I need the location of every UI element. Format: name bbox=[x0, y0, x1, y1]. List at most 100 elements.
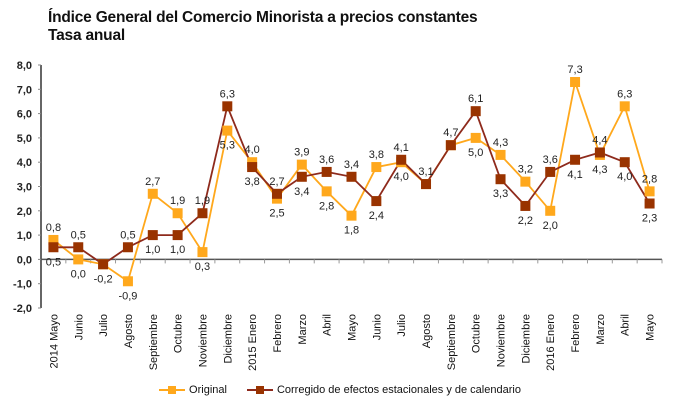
data-point-corregido bbox=[222, 101, 233, 112]
data-label-original: 0,0 bbox=[71, 268, 86, 280]
x-tick-label: Noviembre bbox=[496, 314, 508, 367]
data-point-corregido bbox=[371, 196, 382, 207]
x-tick-label: Abril bbox=[620, 314, 632, 336]
legend: Original Corregido de efectos estacional… bbox=[0, 384, 680, 396]
line-chart: 8,0 7,0 6,0 5,0 4,0 3,0 2,0 1,0 0,0 -1,0 -2,0 2014 … bbox=[13, 60, 663, 371]
data-point-corregido bbox=[619, 157, 630, 168]
legend-label-original: Original bbox=[189, 384, 227, 396]
x-tick-label: Mayo bbox=[347, 314, 359, 341]
data-label-corregido: 0,5 bbox=[120, 229, 135, 241]
data-label-original: 4,0 bbox=[394, 171, 409, 183]
data-point-corregido bbox=[172, 230, 183, 241]
data-label-original: 4,3 bbox=[493, 137, 508, 149]
data-label-corregido: 0,5 bbox=[71, 229, 86, 241]
data-point-original bbox=[147, 188, 158, 199]
legend-item-corregido: Corregido de efectos estacionales y de c… bbox=[246, 384, 521, 396]
y-tick-label: 4,0 bbox=[17, 157, 32, 169]
x-tick-label: 2016 Enero bbox=[545, 314, 557, 371]
data-label-corregido: 1,0 bbox=[170, 244, 185, 256]
chart-subtitle: Tasa anual bbox=[48, 27, 125, 44]
x-tick-label: Mayo bbox=[645, 314, 657, 341]
data-point-corregido bbox=[495, 174, 506, 185]
data-label-original: 3,2 bbox=[518, 164, 533, 176]
data-label-original: 7,3 bbox=[567, 64, 582, 76]
data-point-corregido bbox=[247, 162, 258, 173]
data-label-original: 1,9 bbox=[170, 195, 185, 207]
data-label-corregido: 4,0 bbox=[617, 171, 632, 183]
chart-title: Índice General del Comercio Minorista a … bbox=[48, 9, 478, 45]
data-point-original bbox=[495, 149, 506, 160]
x-tick-label: Julio bbox=[396, 314, 408, 337]
y-tick-label: 6,0 bbox=[17, 109, 32, 121]
x-tick-label: Marzo bbox=[297, 314, 309, 345]
data-point-corregido bbox=[594, 147, 605, 158]
data-label-original: 5,3 bbox=[220, 140, 235, 152]
x-tick-label: Junio bbox=[73, 314, 85, 340]
legend-swatch-original bbox=[159, 385, 186, 395]
data-label-corregido: 2,7 bbox=[269, 176, 284, 188]
y-tick-label: 0,0 bbox=[17, 254, 32, 266]
data-label-corregido: 3,8 bbox=[244, 176, 259, 188]
data-label-original: 2,8 bbox=[319, 200, 334, 212]
data-point-original bbox=[644, 186, 655, 197]
data-point-corregido bbox=[396, 154, 407, 165]
data-label-corregido: 2,2 bbox=[518, 215, 533, 227]
data-label-original: 3,8 bbox=[369, 149, 384, 161]
x-tick-label: Diciembre bbox=[222, 314, 234, 364]
data-point-corregido bbox=[197, 208, 208, 219]
x-tick-label: Agosto bbox=[421, 314, 433, 348]
data-point-original bbox=[545, 205, 556, 216]
data-point-corregido bbox=[73, 242, 84, 253]
data-label-corregido: 3,4 bbox=[344, 159, 359, 171]
data-point-corregido bbox=[147, 230, 158, 241]
data-label-original: 2,5 bbox=[269, 208, 284, 220]
data-point-original bbox=[321, 186, 332, 197]
x-tick-label: Octubre bbox=[471, 314, 483, 353]
data-label-corregido: 6,3 bbox=[220, 88, 235, 100]
data-label-original: 3,9 bbox=[294, 147, 309, 159]
data-point-original bbox=[470, 132, 481, 143]
data-point-corregido bbox=[48, 242, 59, 253]
chart-title-main: Índice General del Comercio Minorista a … bbox=[48, 9, 478, 26]
data-label-corregido: 1,0 bbox=[145, 244, 160, 256]
y-tick-label: 1,0 bbox=[17, 230, 32, 242]
legend-marker-square-icon bbox=[168, 386, 177, 394]
data-point-corregido bbox=[545, 166, 556, 177]
x-tick-label: Julio bbox=[98, 314, 110, 337]
data-point-corregido bbox=[346, 171, 357, 182]
data-point-corregido bbox=[520, 200, 531, 211]
legend-item-original: Original bbox=[159, 384, 227, 396]
x-tick-label: 2015 Enero bbox=[247, 314, 259, 371]
data-label-corregido: 3,6 bbox=[543, 154, 558, 166]
y-tick-label: -2,0 bbox=[13, 303, 32, 315]
x-tick-label: Noviembre bbox=[197, 314, 209, 367]
y-tick-label: 2,0 bbox=[17, 206, 32, 218]
data-label-original: -0,9 bbox=[118, 290, 137, 302]
legend-marker-square-icon bbox=[255, 386, 264, 394]
data-label-original: 2,0 bbox=[543, 220, 558, 232]
data-label-corregido: -0,2 bbox=[94, 273, 113, 285]
x-tick-label: Marzo bbox=[595, 314, 607, 345]
data-point-original bbox=[222, 125, 233, 136]
data-point-original bbox=[371, 162, 382, 173]
data-point-corregido bbox=[421, 179, 432, 190]
data-label-corregido: 4,4 bbox=[592, 134, 607, 146]
data-label-corregido: 4,1 bbox=[567, 169, 582, 181]
data-label-original: 4,0 bbox=[244, 144, 259, 156]
x-tick-label: Febrero bbox=[570, 314, 582, 353]
data-label-original: 2,8 bbox=[642, 173, 657, 185]
x-tick-label: Diciembre bbox=[520, 314, 532, 364]
data-point-corregido bbox=[570, 154, 581, 165]
data-point-corregido bbox=[470, 106, 481, 117]
x-tick-label: Agosto bbox=[123, 314, 135, 348]
data-point-original bbox=[122, 276, 133, 287]
data-label-original: 0,8 bbox=[46, 222, 61, 234]
y-tick-label: 7,0 bbox=[17, 84, 32, 96]
data-label-corregido: 4,1 bbox=[394, 142, 409, 154]
data-point-corregido bbox=[98, 259, 109, 270]
y-tick-label: -1,0 bbox=[13, 279, 32, 291]
data-label-corregido: 2,4 bbox=[369, 210, 384, 222]
y-tick-label: 3,0 bbox=[17, 182, 32, 194]
data-label-original: 4,3 bbox=[592, 164, 607, 176]
legend-swatch-corregido bbox=[246, 385, 273, 395]
